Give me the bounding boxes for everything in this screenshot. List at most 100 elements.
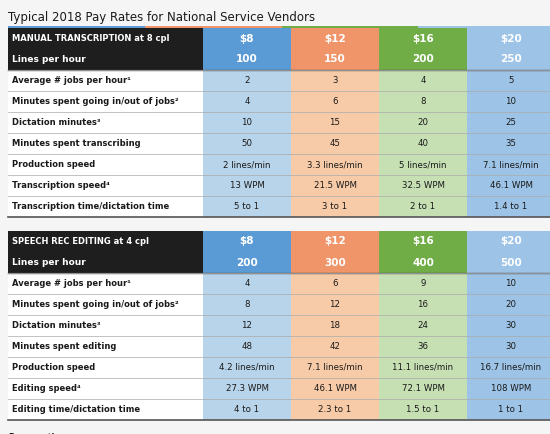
Text: 48: 48 [241,342,252,351]
Text: 6: 6 [332,97,338,106]
Bar [8,112,203,133]
Text: Lines per hour: Lines per hour [12,55,86,64]
Bar [8,26,145,27]
Bar [291,133,379,154]
Text: 36: 36 [417,342,428,351]
Bar [291,294,379,315]
Text: 4: 4 [420,76,426,85]
Bar [203,315,291,336]
Text: Editing time/dictation time: Editing time/dictation time [12,405,140,414]
Bar [467,336,550,357]
Text: 4: 4 [244,279,250,288]
Bar [467,399,550,420]
Bar [291,28,379,49]
Bar [379,70,467,91]
Text: Minutes spent going in/out of jobs²: Minutes spent going in/out of jobs² [12,97,179,106]
Text: SPEECH REC EDITING at 4 cpl: SPEECH REC EDITING at 4 cpl [12,237,149,246]
Text: 11.1 lines/min: 11.1 lines/min [393,363,454,372]
Text: 50: 50 [241,139,252,148]
Bar [467,378,550,399]
Bar [379,175,467,196]
Bar [291,154,379,175]
Text: 16.7 lines/min: 16.7 lines/min [481,363,542,372]
Text: 46.1 WPM: 46.1 WPM [490,181,532,190]
Text: 1 to 1: 1 to 1 [498,405,524,414]
Bar [379,196,467,217]
Text: $20: $20 [500,33,522,43]
Bar [467,49,550,70]
Text: 6: 6 [332,279,338,288]
Bar [379,336,467,357]
Text: $20: $20 [500,237,522,247]
Text: Lines per hour: Lines per hour [12,258,86,267]
Bar [379,49,467,70]
Bar [467,28,550,49]
Text: 8: 8 [244,300,250,309]
Bar [291,378,379,399]
Bar [291,231,379,252]
Text: 42: 42 [329,342,340,351]
Text: 5 lines/min: 5 lines/min [399,160,447,169]
Bar [379,399,467,420]
Bar [467,91,550,112]
Bar [379,357,467,378]
Text: Minutes spent editing: Minutes spent editing [12,342,117,351]
Bar [291,315,379,336]
Bar [379,91,467,112]
Text: Presumptions: Presumptions [8,433,70,434]
Text: $8: $8 [240,237,254,247]
Bar [203,70,291,91]
Text: 200: 200 [236,257,258,267]
Text: 13 WPM: 13 WPM [229,181,265,190]
Bar [467,175,550,196]
Bar [8,154,203,175]
Text: 250: 250 [500,55,522,65]
Text: 7.1 lines/min: 7.1 lines/min [483,160,539,169]
Text: 21.5 WPM: 21.5 WPM [314,181,356,190]
Bar [379,231,467,252]
Text: 5 to 1: 5 to 1 [234,202,260,211]
Text: 12: 12 [329,300,340,309]
Bar [379,378,467,399]
Text: 24: 24 [417,321,428,330]
Bar [291,252,379,273]
Text: 100: 100 [236,55,258,65]
Text: 2.3 to 1: 2.3 to 1 [318,405,351,414]
Text: $16: $16 [412,33,434,43]
Bar [8,336,203,357]
Bar [467,231,550,252]
Text: 45: 45 [329,139,340,148]
Bar [8,315,203,336]
Text: 30: 30 [505,321,516,330]
Bar [291,336,379,357]
Bar [8,133,203,154]
Bar [203,252,291,273]
Text: Production speed: Production speed [12,160,95,169]
Bar [282,26,418,27]
Text: 150: 150 [324,55,346,65]
Text: 2 lines/min: 2 lines/min [223,160,271,169]
Bar [8,70,203,91]
Bar [467,112,550,133]
Text: 4 to 1: 4 to 1 [234,405,260,414]
Bar [418,26,550,27]
Text: 30: 30 [505,342,516,351]
Text: 2: 2 [244,76,250,85]
Text: 20: 20 [505,300,516,309]
Bar [291,70,379,91]
Bar [8,28,203,49]
Bar [379,294,467,315]
Bar [467,294,550,315]
Bar [203,378,291,399]
Bar [8,231,203,252]
Text: Average # jobs per hour¹: Average # jobs per hour¹ [12,279,131,288]
Bar [145,26,282,27]
Text: 4: 4 [244,97,250,106]
Bar [8,175,203,196]
Text: 35: 35 [505,139,516,148]
Bar [467,252,550,273]
Text: Minutes spent going in/out of jobs²: Minutes spent going in/out of jobs² [12,300,179,309]
Text: $8: $8 [240,33,254,43]
Text: Average # jobs per hour¹: Average # jobs per hour¹ [12,76,131,85]
Bar [8,378,203,399]
